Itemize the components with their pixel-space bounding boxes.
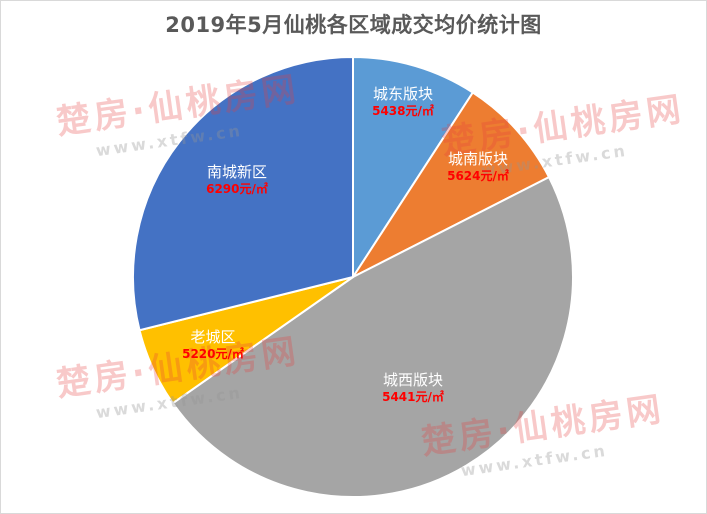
slice-value: 5441元/㎡ — [382, 390, 444, 404]
chart-title: 2019年5月仙桃各区域成交均价统计图 — [165, 13, 542, 37]
pie-slices — [132, 55, 574, 498]
pie-slice — [132, 55, 354, 332]
pie-slice — [352, 55, 475, 281]
pie-slice — [350, 91, 551, 280]
slice-value: 5438元/㎡ — [372, 104, 434, 118]
slice-label-chengnan: 城南版块 5624元/㎡ — [447, 150, 509, 184]
slice-label-nanchengxinqu: 南城新区 6290元/㎡ — [206, 163, 268, 197]
slice-value: 5624元/㎡ — [447, 169, 509, 183]
slice-label-chengdong: 城东版块 5438元/㎡ — [372, 85, 434, 119]
pie-slice — [171, 175, 574, 498]
slice-name: 老城区 — [190, 328, 236, 346]
slice-label-chengxi: 城西版块 5441元/㎡ — [382, 371, 444, 405]
slice-name: 城东版块 — [372, 85, 434, 103]
slice-label-laochengqu: 老城区 5220元/㎡ — [182, 328, 244, 362]
slice-name: 城西版块 — [382, 371, 444, 389]
slice-name: 城南版块 — [447, 150, 509, 168]
slice-name: 南城新区 — [206, 163, 268, 181]
slice-value: 5220元/㎡ — [182, 347, 244, 361]
slice-value: 6290元/㎡ — [206, 182, 268, 196]
